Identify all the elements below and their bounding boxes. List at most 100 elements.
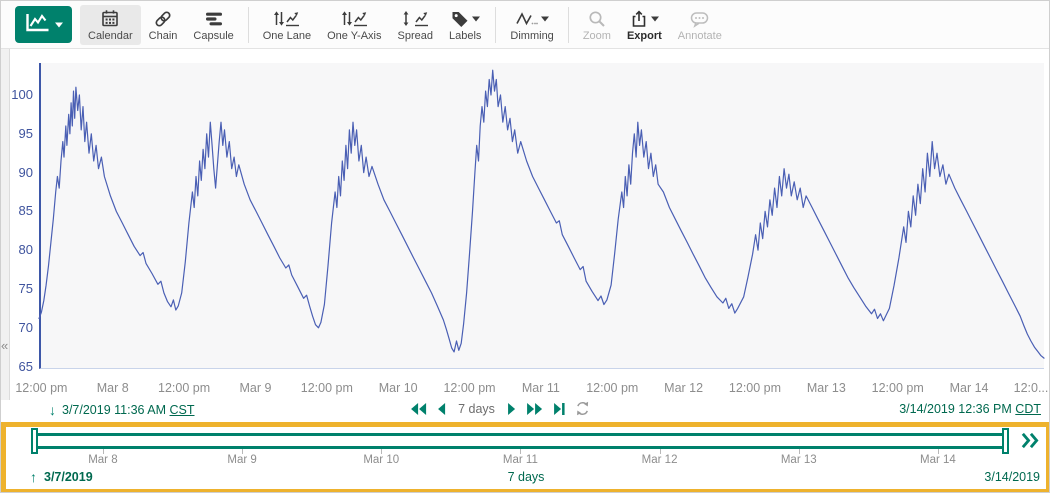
chain-icon (154, 9, 172, 29)
x-axis-tick-label: Mar 13 (806, 381, 846, 395)
skip-to-end-button[interactable] (553, 402, 565, 416)
rewind-button[interactable] (410, 402, 427, 416)
arrow-up-icon: ↑ (30, 469, 37, 485)
investigate-timebar: Mar 8 Mar 9 Mar 10 Mar 11 Mar 12 Mar 13 Mar 14… (1, 422, 1049, 492)
display-range-start: ↓ 3/7/2019 11:36 AM CST (49, 402, 195, 418)
toolbar-group: Dimming (502, 5, 561, 45)
timebar-end-date: 3/14/2019 (984, 470, 1040, 484)
fast-forward-icon (526, 402, 543, 416)
x-axis-tick-label: 12:00 pm (586, 381, 639, 395)
timebar-duration-label: 7 days (507, 470, 545, 484)
x-axis-tick-label: 12:0... (1013, 381, 1049, 395)
y-axis-tick-label: 90 (18, 164, 33, 180)
toolbar-button-label: Labels (448, 29, 482, 42)
x-axis-tick-label: Mar 9 (239, 381, 272, 395)
caret-down-icon (55, 22, 63, 28)
y-axis-tick-label: 85 (18, 203, 33, 219)
x-axis-tick-label: 12:00 pm (728, 381, 782, 395)
x-axis-tick-label: 12:00 pm (443, 381, 496, 395)
refresh-icon (575, 401, 590, 416)
timebar-start-date: 3/7/2019 (44, 470, 93, 484)
toolbar-button-one-y-axis[interactable]: One Y-Axis (319, 5, 389, 45)
timebar-tick-label: Mar 11 (502, 454, 538, 466)
timebar-start: ↑ 3/7/2019 (30, 469, 93, 485)
toolbar-button-dimming[interactable]: Dimming (502, 5, 561, 45)
trend-chart-icon (24, 12, 51, 38)
toolbar-button-label: Dimming (510, 29, 554, 42)
x-axis-tick-label: 12:00 pm (300, 381, 353, 395)
toolbar-separator (495, 6, 497, 43)
collapse-panel-button[interactable]: « (1, 338, 9, 353)
x-axis-tick-label: 12:00 pm (158, 381, 211, 395)
y-axis-tick-label: 80 (18, 242, 33, 258)
toolbar-button-label: Spread (397, 29, 433, 42)
display-range-start-text: 3/7/2019 11:36 AM (62, 403, 167, 417)
x-axis-tick-label: Mar 14 (949, 381, 989, 395)
toolbar-button-label: Annotate (677, 29, 722, 42)
toolbar-group: Calendar Chain Capsule (80, 4, 242, 45)
chart-plot-area[interactable] (39, 63, 1044, 369)
view-selector-button[interactable] (15, 6, 72, 43)
capsule-icon (205, 9, 223, 29)
timebar-tick (102, 449, 104, 454)
refresh-button[interactable] (575, 401, 590, 416)
toolbar-button-label: Chain (148, 29, 178, 42)
side-panel-gutter: « (1, 49, 10, 422)
auto-update-button[interactable] (1020, 431, 1039, 450)
timebar-tick-label: Mar 13 (780, 454, 817, 466)
rewind-icon (410, 402, 427, 416)
toolbar-groups: Calendar Chain Capsule One Lane One Y-Axis Sp… (80, 4, 730, 45)
timebar-tick (242, 449, 244, 454)
toolbar-separator (247, 6, 249, 43)
toolbar-button-capsule[interactable]: Capsule (185, 5, 241, 45)
x-axis-tick-label: Mar 11 (521, 381, 560, 395)
y-axis-tick-label: 100 (11, 87, 33, 102)
timebar-tick-label: Mar 8 (88, 454, 118, 466)
toolbar-button-labels[interactable]: Labels (441, 5, 489, 45)
toolbar-button-calendar[interactable]: Calendar (80, 4, 141, 45)
step-forward-button[interactable] (507, 402, 516, 416)
fast-forward-button[interactable] (526, 402, 543, 416)
zoom-icon (588, 9, 606, 29)
toolbar-button-chain[interactable]: Chain (141, 5, 186, 45)
one-lane-icon (273, 9, 300, 29)
toolbar-button-label: Zoom (582, 29, 611, 42)
labels-icon (451, 9, 480, 29)
toolbar-separator (567, 6, 569, 43)
toolbar-button-one-lane[interactable]: One Lane (255, 5, 319, 45)
x-axis-tick-label: 12:00 pm (15, 381, 68, 395)
toolbar-button-annotate: Annotate (670, 5, 730, 45)
timebar-tick-label: Mar 14 (920, 454, 956, 466)
toolbar-button-label: Export (626, 29, 662, 42)
timebar-tick-label: Mar 12 (641, 454, 678, 466)
x-axis-tick-label: 12:00 pm (871, 381, 924, 395)
arrow-down-icon: ↓ (49, 402, 56, 418)
toolbar-button-label: One Lane (262, 29, 312, 42)
display-range-nav: 7 days (410, 401, 590, 416)
step-forward-icon (507, 402, 516, 416)
display-range-end: 3/14/2019 12:36 PM CDT (899, 402, 1041, 416)
timebar-tick (520, 449, 522, 454)
y-axis-tick-label: 70 (18, 319, 33, 335)
toolbar-button-label: Capsule (193, 29, 234, 42)
timebar-tick (381, 449, 383, 454)
timebar-tick (937, 449, 939, 454)
annotate-icon (690, 9, 709, 29)
investigate-range-bar[interactable] (34, 433, 1004, 449)
range-left-handle[interactable] (31, 428, 38, 454)
spread-icon (402, 9, 429, 29)
y-axis-tick-label: 65 (18, 358, 33, 374)
y-axis-tick-label: 75 (18, 281, 33, 296)
toolbar-button-spread[interactable]: Spread (390, 5, 441, 45)
skip-to-end-icon (553, 402, 565, 416)
x-axis-tick-label: Mar 12 (664, 381, 704, 395)
step-back-button[interactable] (437, 402, 446, 416)
toolbar-button-label: One Y-Axis (327, 29, 382, 42)
range-right-handle[interactable] (1002, 428, 1009, 454)
timezone-link-end[interactable]: CDT (1015, 402, 1041, 416)
toolbar-group: Zoom Export Annotate (575, 5, 730, 45)
timezone-link-start[interactable]: CST (169, 403, 195, 417)
toolbar-button-export[interactable]: Export (619, 5, 670, 45)
export-icon (630, 9, 659, 29)
